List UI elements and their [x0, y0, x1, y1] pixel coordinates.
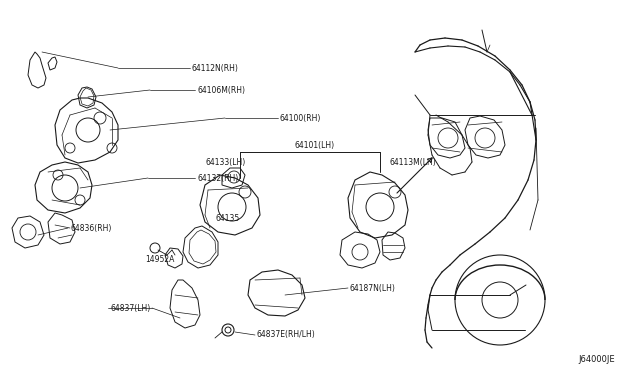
Text: 64132(RH): 64132(RH) [197, 173, 238, 183]
Text: 64187N(LH): 64187N(LH) [350, 283, 396, 292]
Text: 64837(LH): 64837(LH) [110, 304, 150, 312]
Text: 64836(RH): 64836(RH) [70, 224, 111, 232]
Text: 64100(RH): 64100(RH) [280, 113, 321, 122]
Text: 64133(LH): 64133(LH) [205, 157, 245, 167]
Text: 64106M(RH): 64106M(RH) [197, 86, 245, 94]
Text: 64837E(RH/LH): 64837E(RH/LH) [257, 330, 316, 340]
Text: 64112N(RH): 64112N(RH) [192, 64, 239, 73]
Text: 64113M(LH): 64113M(LH) [390, 157, 436, 167]
Text: 64101(LH): 64101(LH) [295, 141, 335, 150]
Text: J64000JE: J64000JE [579, 356, 615, 365]
Text: 64135: 64135 [216, 214, 240, 222]
Text: 14952A: 14952A [145, 256, 174, 264]
